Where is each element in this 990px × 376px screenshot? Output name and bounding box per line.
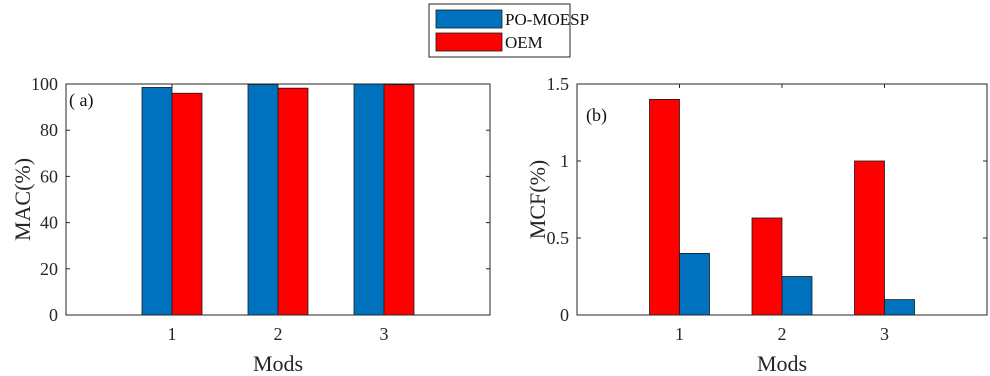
y-tick-label: 1: [560, 151, 569, 171]
x-tick-label: 1: [168, 324, 177, 344]
y-tick-label: 1.5: [547, 74, 570, 94]
bar-po-moesp-mode-2: [247, 84, 279, 316]
y-tick-label: 0: [49, 305, 58, 325]
y-axis-title-a: MAC(%): [10, 158, 35, 241]
y-tick-label: 20: [40, 259, 58, 279]
bar-po-moesp-mode-3: [353, 83, 385, 316]
x-tick-label: 2: [778, 324, 787, 344]
bars-a: [141, 83, 415, 316]
bar-po-moesp-mode-3: [884, 299, 915, 316]
legend-label-po-moesp: PO-MOESP: [505, 10, 589, 29]
bar-oem-mode-1: [171, 92, 203, 316]
bar-po-moesp-mode-1: [679, 252, 710, 316]
x-axis-title-a: Mods: [253, 351, 303, 376]
y-ticks-a: 0 20 40 60 80 100: [31, 74, 490, 325]
y-tick-label: 60: [40, 166, 58, 186]
panel-label-a: ( a): [69, 90, 93, 111]
bar-oem-mode-3: [854, 160, 885, 316]
bar-oem-mode-2: [277, 87, 309, 316]
x-ticks-b: 1 2 3: [675, 84, 889, 344]
legend-label-oem: OEM: [505, 33, 543, 52]
y-tick-label: 0.5: [547, 228, 570, 248]
legend: PO-MOESP OEM: [428, 3, 589, 58]
chart-panel-b: 0 0.5 1 1.5 1 2 3 (b) Mods MCF(%): [525, 74, 988, 376]
bar-oem-mode-2: [751, 217, 783, 316]
bar-oem-mode-1: [649, 99, 680, 316]
legend-swatch-po-moesp: [435, 9, 503, 29]
bars-b: [649, 99, 915, 316]
x-tick-label: 3: [880, 324, 889, 344]
legend-swatch-oem: [435, 32, 503, 52]
chart-panel-a: 0 20 40 60 80 100 1 2 3 ( a) Mods MAC(%): [10, 74, 491, 376]
y-tick-label: 80: [40, 120, 58, 140]
bar-oem-mode-3: [383, 84, 415, 316]
y-axis-title-b: MCF(%): [525, 160, 550, 239]
y-tick-label: 100: [31, 74, 58, 94]
bar-po-moesp-mode-1: [141, 87, 173, 316]
y-tick-label: 40: [40, 213, 58, 233]
y-tick-label: 0: [560, 305, 569, 325]
y-ticks-b: 0 0.5 1 1.5: [547, 74, 987, 325]
panel-label-b: (b): [586, 105, 607, 126]
x-tick-label: 2: [274, 324, 283, 344]
x-ticks-a: 1 2 3: [168, 84, 389, 344]
x-axis-title-b: Mods: [757, 351, 807, 376]
bar-po-moesp-mode-2: [781, 276, 813, 316]
x-tick-label: 3: [380, 324, 389, 344]
x-tick-label: 1: [675, 324, 684, 344]
